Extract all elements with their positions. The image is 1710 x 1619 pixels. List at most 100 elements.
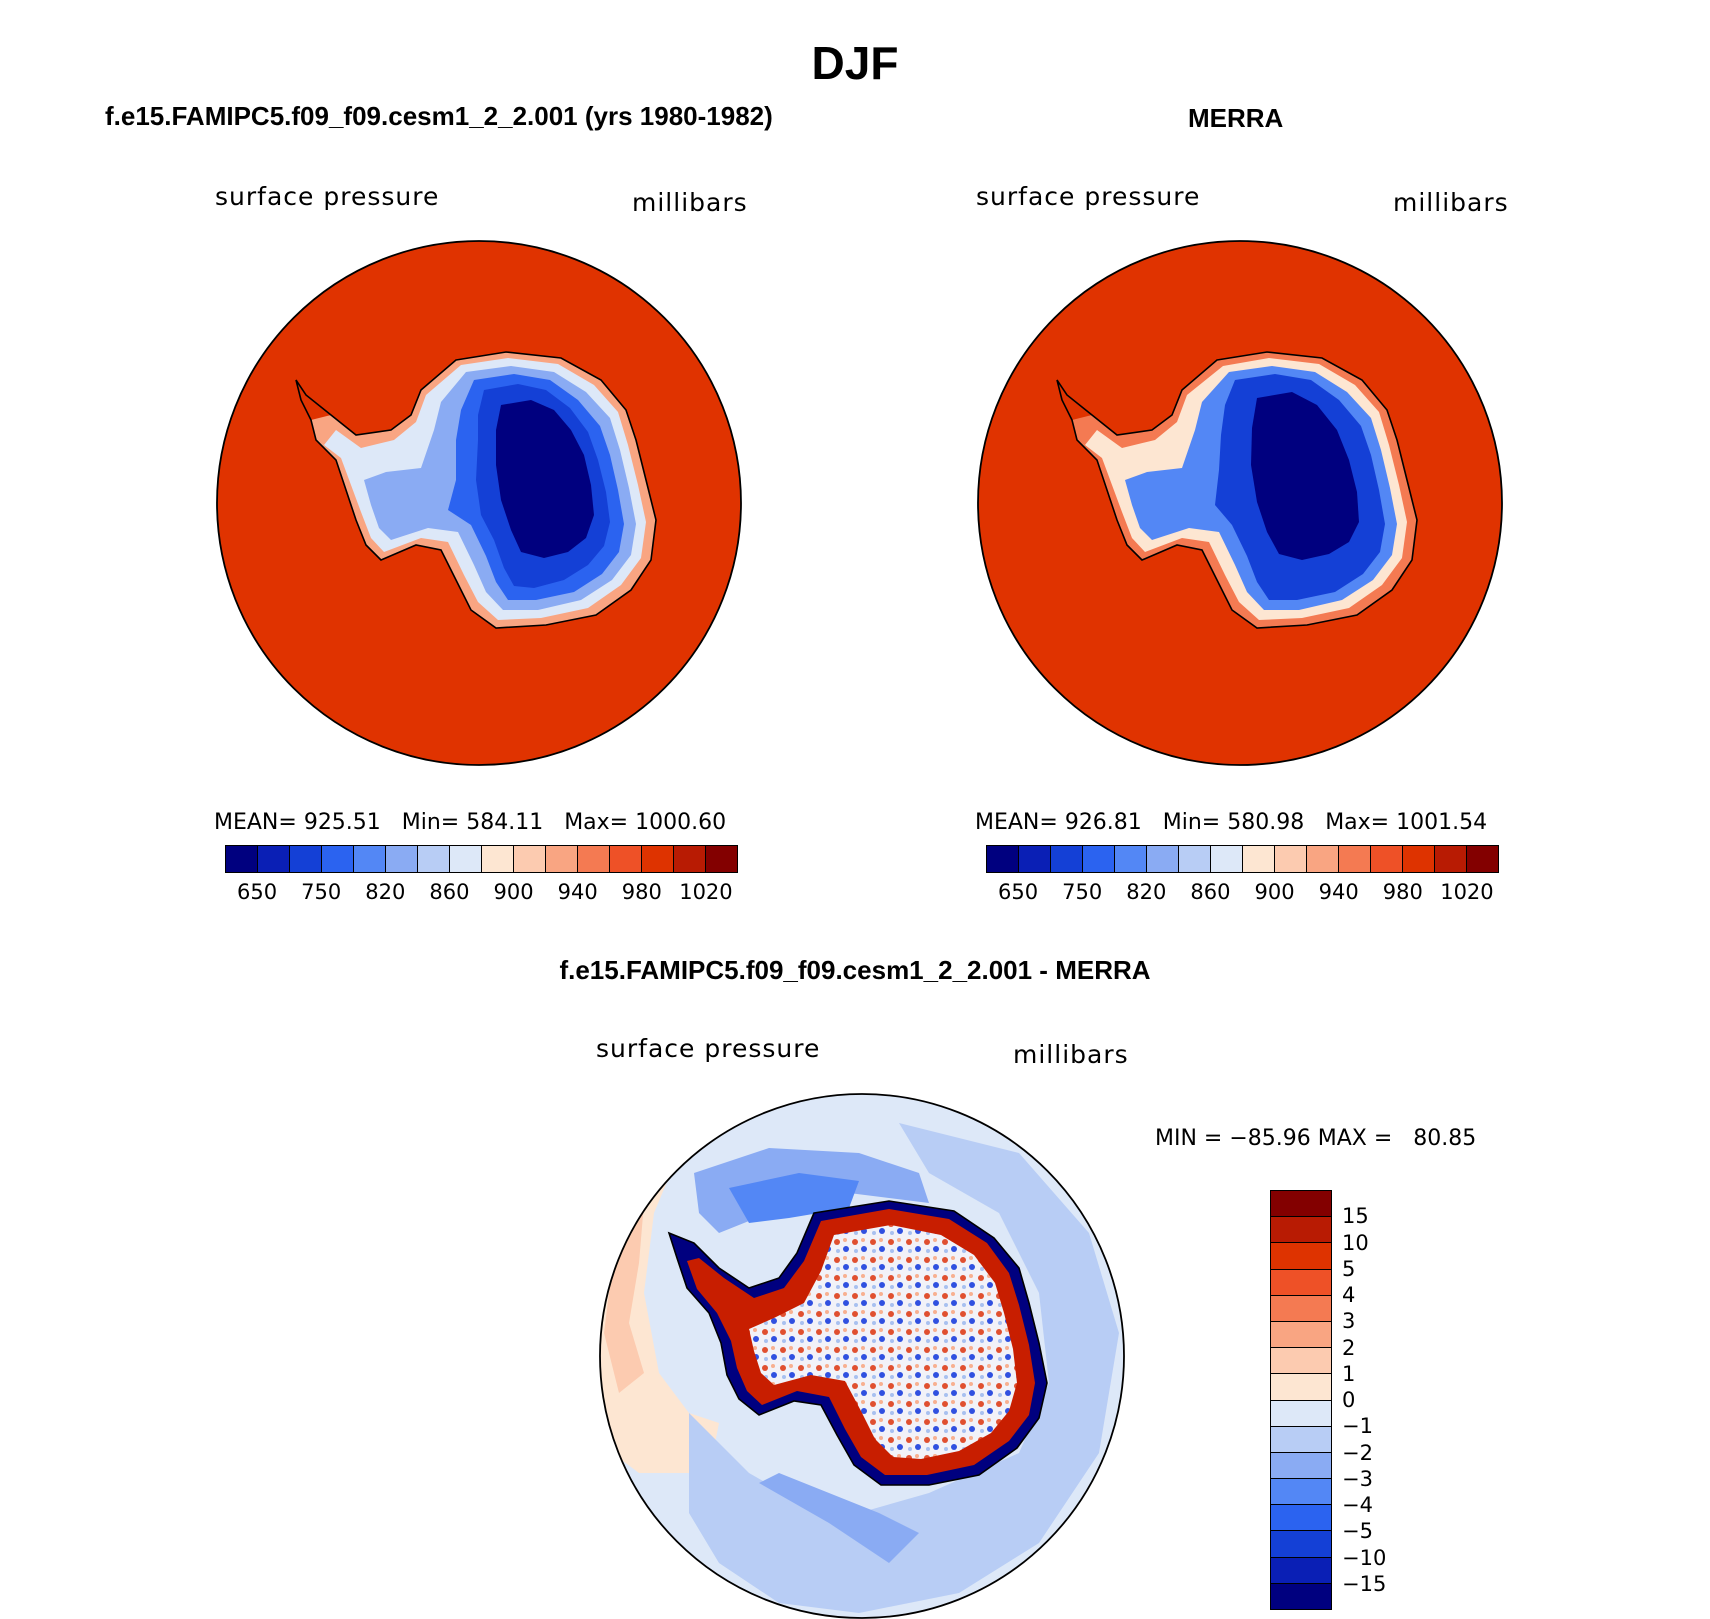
- colorbar-swatch: [987, 846, 1019, 872]
- colorbar-swatch: [1271, 1479, 1331, 1506]
- colorbar-tick-label: 940: [557, 880, 598, 904]
- colorbar-swatch: [1271, 1269, 1331, 1296]
- colorbar-swatch: [642, 846, 674, 872]
- right-variable-label: surface pressure: [976, 182, 1201, 211]
- colorbar-tick-label: 5: [1342, 1256, 1356, 1281]
- colorbar-tick-label: 2: [1342, 1335, 1356, 1360]
- colorbar-tick-label: 1020: [1440, 880, 1494, 904]
- colorbar-tick-label: 3: [1342, 1309, 1356, 1334]
- diff-colorbar: [1270, 1190, 1332, 1610]
- colorbar-swatch: [1271, 1348, 1331, 1375]
- colorbar-swatch: [1271, 1505, 1331, 1532]
- colorbar-swatch: [1271, 1557, 1331, 1584]
- colorbar-swatch: [1243, 846, 1275, 872]
- colorbar-swatch: [1271, 1583, 1331, 1609]
- colorbar-swatch: [1371, 846, 1403, 872]
- coastline: [667, 1200, 1048, 1486]
- colorbar-tick-label: 1: [1342, 1361, 1356, 1386]
- colorbar-swatch: [258, 846, 290, 872]
- colorbar-tick-label: −4: [1342, 1493, 1373, 1517]
- colorbar-tick-label: −5: [1342, 1519, 1373, 1544]
- colorbar-swatch: [290, 846, 322, 872]
- colorbar-swatch: [1271, 1400, 1331, 1427]
- colorbar-swatch: [1271, 1531, 1331, 1558]
- colorbar-swatch: [1051, 846, 1083, 872]
- colorbar-tick-label: 4: [1342, 1283, 1356, 1307]
- colorbar-tick-label: −2: [1342, 1440, 1373, 1465]
- colorbar-swatch: [1271, 1452, 1331, 1480]
- colorbar-swatch: [1115, 846, 1147, 872]
- colorbar-tick-label: 980: [1382, 880, 1423, 904]
- colorbar-tick-label: 940: [1318, 880, 1359, 904]
- colorbar-swatch: [450, 846, 482, 872]
- light-blue-south: [689, 1413, 879, 1613]
- colorbar-swatch: [1339, 846, 1371, 872]
- figure-title: DJF: [811, 37, 899, 89]
- colorbar-tick-label: 10: [1342, 1230, 1369, 1255]
- colorbar-swatch: [386, 846, 418, 872]
- colorbar-tick-label: 0: [1342, 1388, 1356, 1412]
- colorbar-swatch: [1403, 846, 1435, 872]
- red-sliver-region: [604, 1203, 644, 1393]
- colorbar-tick-label: 750: [301, 880, 342, 904]
- colorbar-swatch: [1435, 846, 1467, 872]
- colorbar-tick-label: 650: [998, 880, 1039, 904]
- left-stats: MEAN= 925.51 Min= 584.11 Max= 1000.60: [214, 810, 727, 835]
- diff-panel-title: f.e15.FAMIPC5.f09_f09.cesm1_2_2.001 - ME…: [559, 955, 1151, 985]
- colorbar-swatch: [1083, 846, 1115, 872]
- colorbar-swatch: [226, 846, 258, 872]
- colorbar-swatch: [1275, 846, 1307, 872]
- left-units-label: millibars: [632, 188, 748, 217]
- colorbar-swatch: [1271, 1321, 1331, 1349]
- left-variable-label: surface pressure: [215, 182, 440, 211]
- colorbar-tick-label: 820: [365, 880, 406, 904]
- colorbar-swatch: [1271, 1243, 1331, 1270]
- continent-interior: [749, 1225, 1017, 1459]
- colorbar-tick-label: 980: [621, 880, 662, 904]
- coastline: [1056, 351, 1418, 629]
- antarctica-interior: [1251, 392, 1359, 560]
- left-polar-map: [216, 240, 742, 766]
- left-panel-title: f.e15.FAMIPC5.f09_f09.cesm1_2_2.001 (yrs…: [105, 101, 773, 131]
- right-colorbar: [986, 845, 1499, 873]
- colorbar-swatch: [1271, 1295, 1331, 1322]
- colorbar-swatch: [354, 846, 386, 872]
- right-units-label: millibars: [1393, 188, 1509, 217]
- diff-stats: MIN = −85.96 MAX = 80.85: [1155, 1126, 1477, 1151]
- colorbar-swatch: [1179, 846, 1211, 872]
- colorbar-swatch: [1307, 846, 1339, 872]
- colorbar-tick-label: −1: [1342, 1414, 1373, 1439]
- right-stats: MEAN= 926.81 Min= 580.98 Max= 1001.54: [975, 810, 1488, 835]
- colorbar-swatch: [418, 846, 450, 872]
- right-colorbar-ticks: 650 750 820 860 900 940 980 1020: [986, 880, 1499, 906]
- colorbar-swatch: [546, 846, 578, 872]
- colorbar-swatch: [1147, 846, 1179, 872]
- coastline: [295, 351, 657, 629]
- colorbar-swatch: [1271, 1426, 1331, 1453]
- colorbar-tick-label: 860: [429, 880, 470, 904]
- colorbar-tick-label: −10: [1342, 1545, 1387, 1570]
- colorbar-swatch: [610, 846, 642, 872]
- right-polar-map: [977, 240, 1503, 766]
- light-blue-east: [819, 1123, 1119, 1613]
- colorbar-tick-label: 900: [493, 880, 534, 904]
- colorbar-swatch: [1467, 846, 1498, 872]
- colorbar-swatch: [1271, 1191, 1331, 1218]
- colorbar-swatch: [1019, 846, 1051, 872]
- colorbar-swatch: [514, 846, 546, 872]
- diff-polar-map: [599, 1093, 1125, 1619]
- diff-colorbar-ticks: 15 10 5 4 3 2 1 0 −1 −2 −3 −4 −5 −10 −15: [1342, 1190, 1402, 1610]
- mid-blue-south: [759, 1473, 919, 1563]
- map-boundary: [977, 240, 1503, 766]
- colorbar-tick-label: 860: [1190, 880, 1231, 904]
- colorbar-swatch: [706, 846, 737, 872]
- colorbar-tick-label: 900: [1254, 880, 1295, 904]
- colorbar-swatch: [1211, 846, 1243, 872]
- colorbar-tick-label: 820: [1126, 880, 1167, 904]
- right-panel-title: MERRA: [1188, 103, 1284, 133]
- colorbar-tick-label: 750: [1062, 880, 1103, 904]
- colorbar-swatch: [1271, 1374, 1331, 1401]
- colorbar-tick-label: −15: [1342, 1571, 1387, 1596]
- map-boundary: [216, 240, 742, 766]
- left-colorbar-ticks: 650 750 820 860 900 940 980 1020: [225, 880, 738, 906]
